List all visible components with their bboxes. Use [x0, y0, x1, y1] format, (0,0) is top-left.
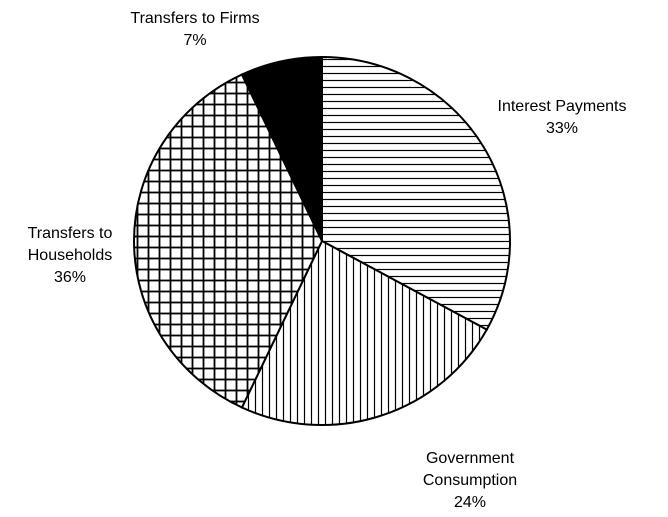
pie-slice — [321, 55, 511, 331]
slice-name: Interest Payments — [497, 98, 627, 115]
pie-slice — [133, 73, 324, 409]
pie-slice — [240, 239, 489, 426]
pie-slice — [240, 55, 323, 242]
slice-percent: 36% — [53, 269, 87, 286]
slice-name: Transfers to Households — [27, 225, 113, 264]
slice-percent: 7% — [183, 32, 207, 49]
slice-percent: 24% — [453, 494, 487, 511]
slice-label: Transfers to Firms 7% — [120, 8, 270, 52]
slice-name: Government Consumption — [422, 450, 518, 489]
slice-name: Transfers to Firms — [130, 10, 260, 27]
slice-label: Interest Payments 33% — [487, 96, 637, 140]
slice-percent: 33% — [545, 120, 579, 137]
slice-label: Transfers to Households 36% — [0, 223, 145, 289]
slice-label: Government Consumption 24% — [395, 448, 545, 514]
